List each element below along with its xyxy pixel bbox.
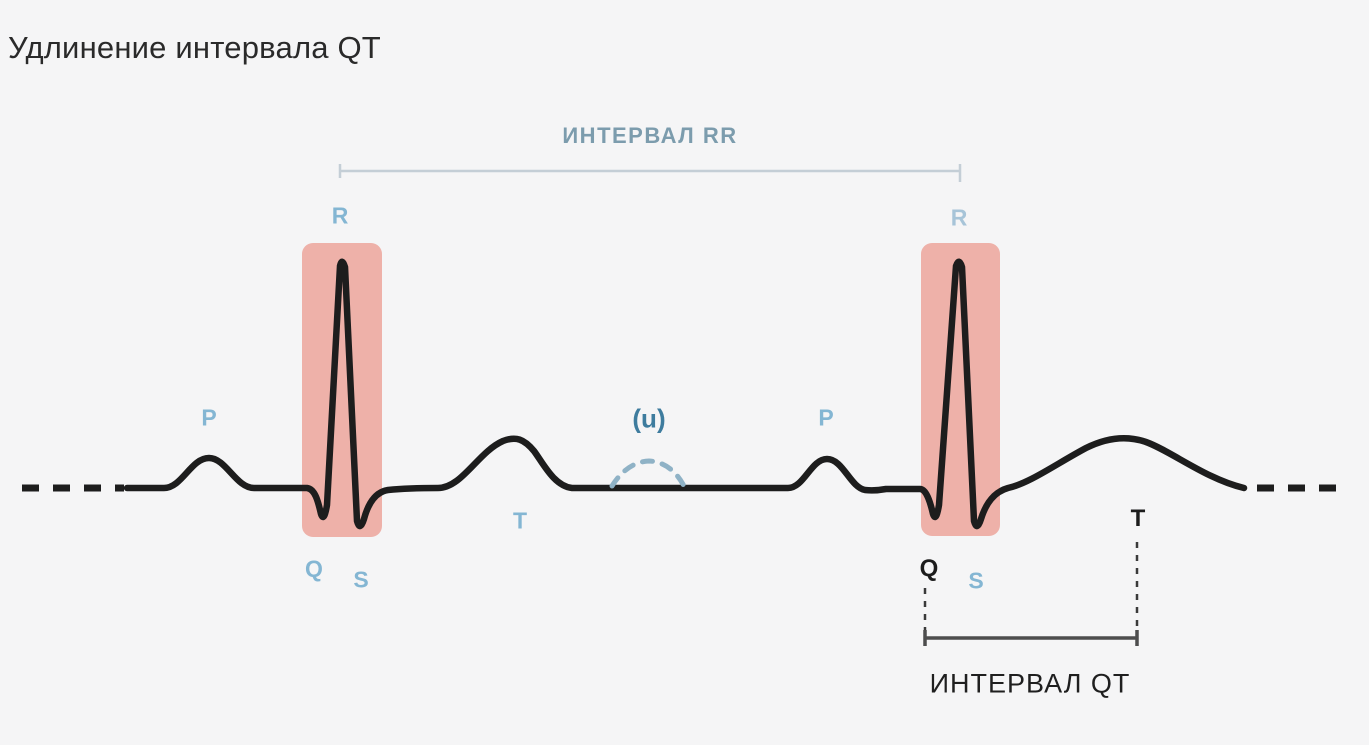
wave-label-q2: Q <box>919 555 939 582</box>
wave-label-r2: R <box>950 204 968 231</box>
ecg-trace <box>123 258 1248 530</box>
u-wave-dashed-arc <box>609 458 687 489</box>
wave-label-t1: T <box>512 507 528 534</box>
qrs-highlight-1 <box>302 243 382 537</box>
qt-interval-label: ИНТЕРВАЛ QT <box>929 668 1131 699</box>
wave-label-s1: S <box>353 566 369 593</box>
rr-interval-label: ИНТЕРВАЛ RR <box>562 123 738 148</box>
rr-interval-bracket <box>338 164 962 182</box>
wave-label-u: (u) <box>632 403 666 434</box>
wave-label-s2: S <box>968 567 984 594</box>
wave-label-r1: R <box>331 202 349 229</box>
wave-label-q1: Q <box>305 555 323 582</box>
wave-label-t2: T <box>1130 505 1146 532</box>
page-title: Удлинение интервала QT <box>8 30 381 65</box>
wave-label-p1: P <box>201 404 217 431</box>
wave-label-p2: P <box>818 404 834 431</box>
qt-interval-bracket <box>923 630 1139 646</box>
